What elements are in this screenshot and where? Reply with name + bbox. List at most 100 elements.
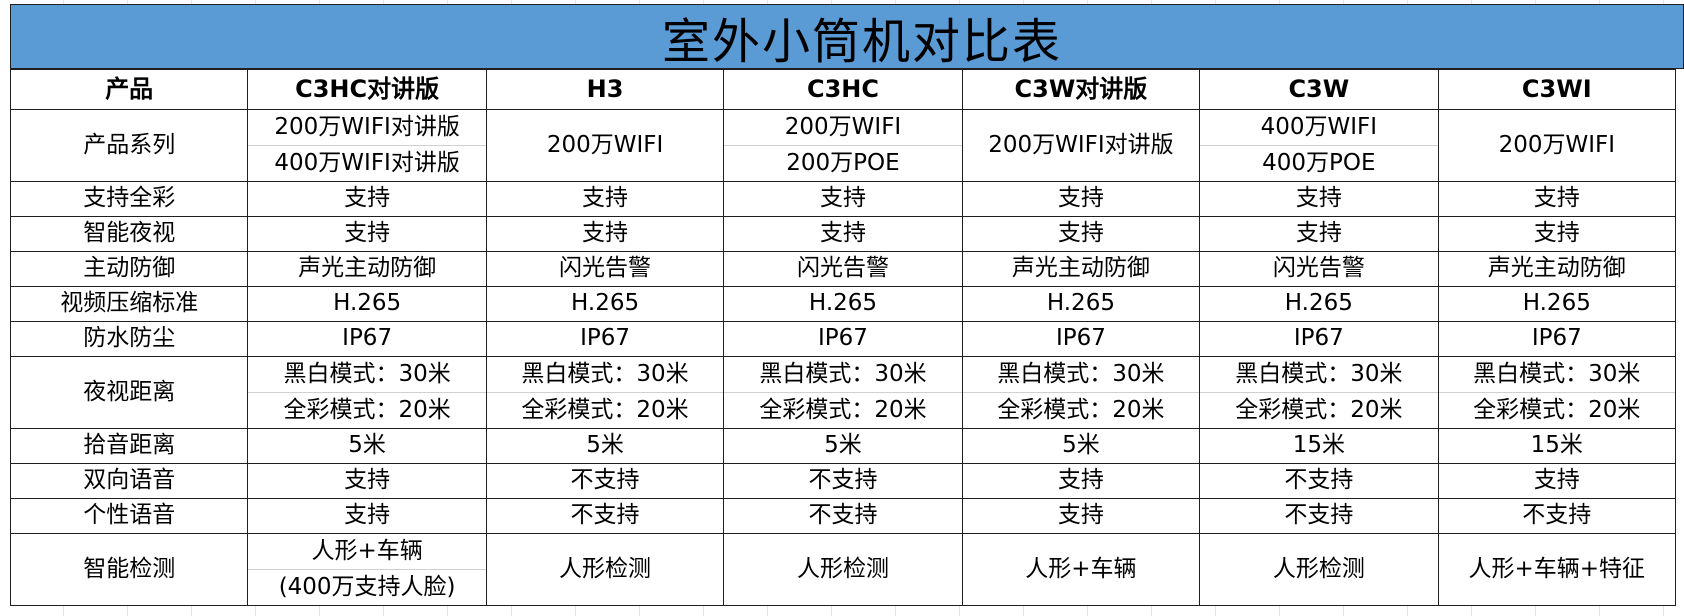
row-label-cell[interactable]: 拾音距离 [9,428,249,464]
table-cell[interactable]: 闪光告警 [723,251,963,287]
table-cell[interactable]: 人形+车辆+特征 [1437,533,1677,606]
cell-line: 黑白模式：30米 [759,360,927,387]
table-cell[interactable]: 支持 [1199,216,1439,252]
header-cell-h3[interactable]: H3 [485,69,725,110]
cell-line: 全彩模式：20米 [962,392,1200,428]
table-cell[interactable]: 支持 [247,181,487,217]
table-cell[interactable]: 支持 [723,181,963,217]
table-cell[interactable]: 200万WIFI对讲版 400万WIFI对讲版 [247,109,487,182]
table-cell[interactable]: 5米 [961,428,1201,464]
table-cell[interactable]: 支持 [247,498,487,534]
table-cell[interactable]: 闪光告警 [1199,251,1439,287]
table-cell[interactable]: 支持 [1437,216,1677,252]
table-cell[interactable]: H.265 [1199,286,1439,322]
cell-line: 200万WIFI对讲版 [274,113,460,140]
table-cell[interactable]: 黑白模式：30米 全彩模式：20米 [961,356,1201,429]
table-cell[interactable]: 200万WIFI 200万POE [723,109,963,182]
table-cell[interactable]: 支持 [961,463,1201,499]
table-cell[interactable]: 支持 [961,498,1201,534]
table-row: 个性语音 支持 不支持 不支持 支持 不支持 不支持 [9,498,1677,534]
table-cell[interactable]: 15米 [1199,428,1439,464]
table-cell[interactable]: 闪光告警 [485,251,725,287]
table-cell[interactable]: 不支持 [1199,498,1439,534]
table-cell[interactable]: 不支持 [485,463,725,499]
header-cell-c3hc[interactable]: C3HC [723,69,963,110]
table-cell[interactable]: IP67 [1199,321,1439,357]
cell-line: 200万WIFI [784,113,902,140]
page-title: 室外小筒机对比表 [661,13,1062,70]
table-cell[interactable]: 支持 [1199,181,1439,217]
table-cell[interactable]: 不支持 [723,463,963,499]
table-cell[interactable]: 黑白模式：30米 全彩模式：20米 [1199,356,1439,429]
row-label-cell[interactable]: 防水防尘 [9,321,249,357]
table-cell[interactable]: H.265 [1437,286,1677,322]
table-cell[interactable]: 人形+车辆 (400万支持人脸) [247,533,487,606]
table-cell[interactable]: 200万WIFI [485,109,725,182]
title-cell[interactable]: 室外小筒机对比表 [10,4,1684,70]
cell-lines: 200万WIFI 200万POE [724,110,962,181]
table-cell[interactable]: 200万WIFI [1437,109,1677,182]
table-cell[interactable]: 声光主动防御 [961,251,1201,287]
row-label-cell[interactable]: 个性语音 [9,498,249,534]
table-cell[interactable]: 不支持 [1437,498,1677,534]
table-cell[interactable]: IP67 [961,321,1201,357]
header-cell-c3hc-intercom[interactable]: C3HC对讲版 [247,69,487,110]
header-cell-c3wi[interactable]: C3WI [1437,69,1677,110]
table-cell[interactable]: 支持 [723,216,963,252]
table-cell[interactable]: IP67 [723,321,963,357]
cell-lines: 人形+车辆 (400万支持人脸) [248,534,486,605]
row-label-cell[interactable]: 产品系列 [9,109,249,182]
table-cell[interactable]: 黑白模式：30米 全彩模式：20米 [1437,356,1677,429]
table-cell[interactable]: H.265 [723,286,963,322]
table-cell[interactable]: H.265 [247,286,487,322]
table-cell[interactable]: 15米 [1437,428,1677,464]
table-cell[interactable]: 支持 [247,463,487,499]
table-cell[interactable]: IP67 [1437,321,1677,357]
cell-line: 全彩模式：20米 [486,392,724,428]
table-cell[interactable]: H.265 [961,286,1201,322]
table-cell[interactable]: 400万WIFI 400万POE [1199,109,1439,182]
table-cell[interactable]: 5米 [247,428,487,464]
table-cell[interactable]: 人形检测 [723,533,963,606]
header-cell-product[interactable]: 产品 [9,69,249,110]
table-cell[interactable]: 支持 [961,181,1201,217]
header-cell-c3w[interactable]: C3W [1199,69,1439,110]
table-row: 拾音距离 5米 5米 5米 5米 15米 15米 [9,428,1677,464]
table-cell[interactable]: 支持 [247,216,487,252]
table-cell[interactable]: 支持 [1437,463,1677,499]
row-label-cell[interactable]: 支持全彩 [9,181,249,217]
row-label-cell[interactable]: 双向语音 [9,463,249,499]
table-cell[interactable]: 人形+车辆 [961,533,1201,606]
table-cell[interactable]: 声光主动防御 [247,251,487,287]
cell-lines: 黑白模式：30米 全彩模式：20米 [724,357,962,428]
table-cell[interactable]: 人形检测 [1199,533,1439,606]
table-row: 智能检测 人形+车辆 (400万支持人脸) 人形检测 人形检测 人形+车辆 人形检测 人形+车… [9,533,1677,606]
row-label-cell[interactable]: 智能夜视 [9,216,249,252]
table-cell[interactable]: 支持 [485,216,725,252]
table-cell[interactable]: 200万WIFI对讲版 [961,109,1201,182]
table-cell[interactable]: IP67 [485,321,725,357]
table-cell[interactable]: 5米 [485,428,725,464]
table-row: 防水防尘 IP67 IP67 IP67 IP67 IP67 IP67 [9,321,1677,357]
table-cell[interactable]: 声光主动防御 [1437,251,1677,287]
table-cell[interactable]: 不支持 [485,498,725,534]
table-cell[interactable]: 人形检测 [485,533,725,606]
table-cell[interactable]: 支持 [961,216,1201,252]
table-cell[interactable]: 5米 [723,428,963,464]
row-label-cell[interactable]: 视频压缩标准 [9,286,249,322]
table-cell[interactable]: 不支持 [723,498,963,534]
header-cell-c3w-intercom[interactable]: C3W对讲版 [961,69,1201,110]
row-label-cell[interactable]: 智能检测 [9,533,249,606]
table-cell[interactable]: 黑白模式：30米 全彩模式：20米 [723,356,963,429]
row-label-cell[interactable]: 夜视距离 [9,356,249,429]
cell-line: 人形+车辆 [311,537,423,564]
table-cell[interactable]: 黑白模式：30米 全彩模式：20米 [485,356,725,429]
table-cell[interactable]: 支持 [1437,181,1677,217]
row-label-cell[interactable]: 主动防御 [9,251,249,287]
table-cell[interactable]: IP67 [247,321,487,357]
table-cell[interactable]: H.265 [485,286,725,322]
table-cell[interactable]: 不支持 [1199,463,1439,499]
table-row: 智能夜视 支持 支持 支持 支持 支持 支持 [9,216,1677,252]
table-cell[interactable]: 支持 [485,181,725,217]
table-cell[interactable]: 黑白模式：30米 全彩模式：20米 [247,356,487,429]
